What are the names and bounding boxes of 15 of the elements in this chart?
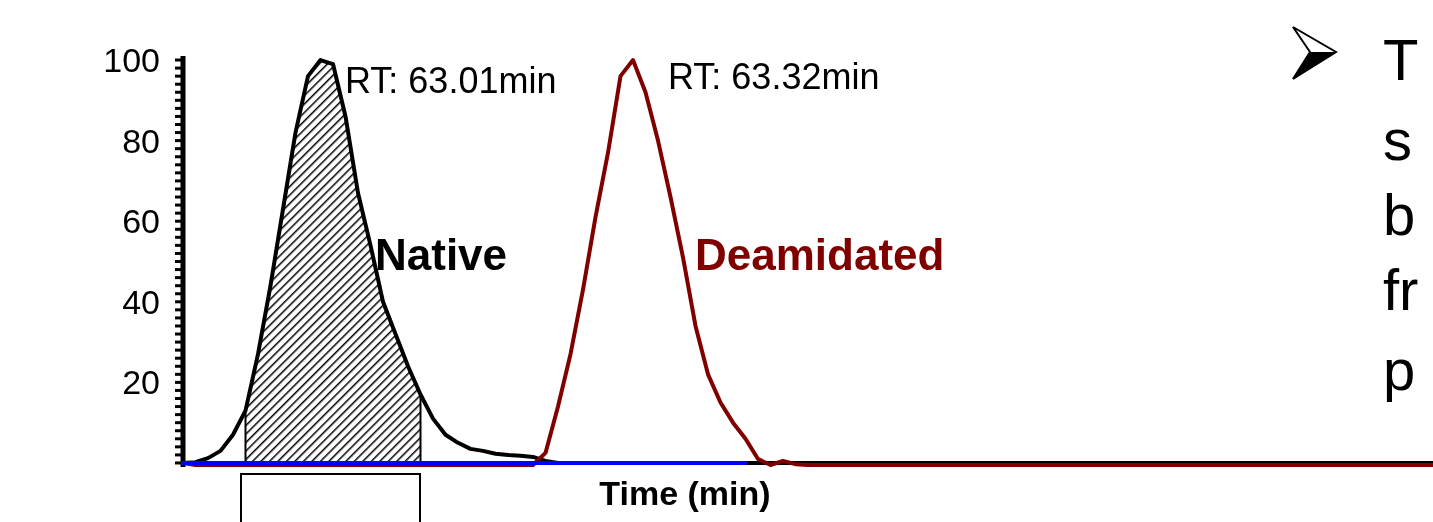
y-tick-label: 20 <box>122 363 160 402</box>
annotation: s <box>1383 107 1412 172</box>
annotation: RT: 63.01min <box>345 60 557 101</box>
series-label: Deamidated <box>695 230 945 279</box>
annotation: b <box>1383 182 1416 247</box>
y-tick-label: 80 <box>122 121 160 160</box>
annotation: p <box>1383 337 1416 402</box>
series-label: Native <box>375 230 508 279</box>
annotation: T <box>1383 27 1419 92</box>
y-tick-label: 100 <box>103 40 160 79</box>
y-tick-label: 60 <box>122 202 160 241</box>
annotation: RT: 63.32min <box>668 56 880 97</box>
y-tick-label: 40 <box>122 282 160 321</box>
x-axis-title: Time (min) <box>599 474 771 512</box>
annotation: fr <box>1383 257 1419 322</box>
